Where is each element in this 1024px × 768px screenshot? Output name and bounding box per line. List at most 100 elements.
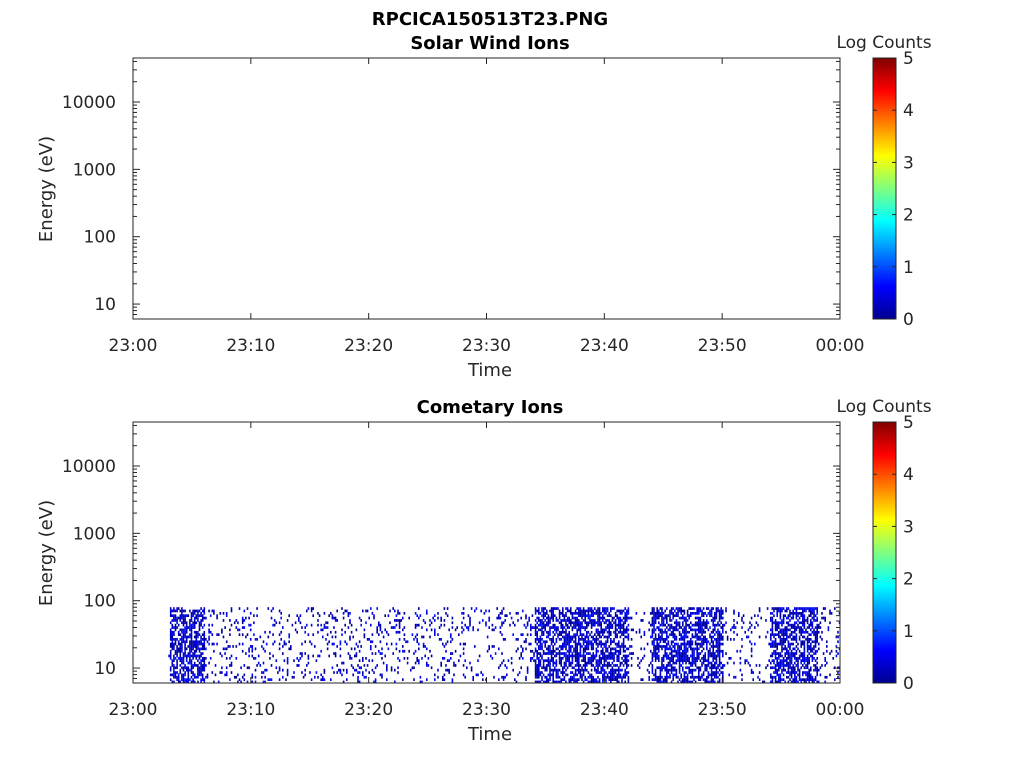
spectrogram-cell	[224, 647, 226, 651]
spectrogram-cell	[670, 609, 673, 613]
spectrogram-cell	[211, 642, 214, 646]
spectrogram-cell	[795, 671, 798, 674]
spectrogram-cell	[672, 659, 674, 662]
spectrogram-cell	[670, 612, 673, 615]
spectrogram-cell	[674, 638, 676, 641]
spectrogram-cell	[672, 633, 674, 636]
spectrogram-cell	[201, 666, 204, 670]
spectrogram-cell	[177, 673, 180, 677]
spectrogram-cell	[664, 614, 666, 617]
spectrogram-cell	[682, 657, 684, 660]
spectrogram-cell	[203, 609, 206, 613]
spectrogram-cell	[169, 635, 172, 639]
spectrogram-cell	[683, 654, 686, 658]
spectrogram-cell	[618, 666, 620, 670]
spectrogram-cell	[181, 673, 183, 677]
spectrogram-cell	[491, 628, 494, 632]
spectrogram-cell	[685, 661, 687, 665]
spectrogram-cell	[530, 657, 532, 660]
spectrogram-cell	[181, 642, 183, 646]
spectrogram-cell	[614, 635, 617, 639]
spectrogram-cell	[323, 623, 326, 627]
spectrogram-cell	[576, 647, 578, 651]
spectrogram-cell	[654, 678, 657, 681]
spectrogram-cell	[597, 675, 599, 679]
spectrogram-cell	[661, 633, 663, 636]
spectrogram-cell	[661, 607, 663, 610]
spectrogram-cell	[717, 642, 719, 646]
spectrogram-cell	[656, 638, 658, 641]
spectrogram-cell	[811, 678, 814, 681]
spectrogram-cell	[582, 614, 585, 617]
spectrogram-cell	[416, 633, 418, 636]
spectrogram-cell	[683, 678, 686, 681]
spectrogram-cell	[349, 638, 351, 641]
spectrogram-cell	[189, 621, 191, 625]
spectrogram-cell	[360, 645, 362, 648]
spectrogram-cell	[216, 614, 218, 617]
spectrogram-cell	[200, 635, 202, 639]
spectrogram-cell	[200, 671, 202, 674]
spectrogram-cell	[666, 619, 668, 622]
x-tick-label: 00:00	[816, 336, 865, 356]
spectrogram-cell	[576, 678, 578, 681]
spectrogram-cell	[802, 616, 804, 620]
spectrogram-cell	[558, 621, 561, 625]
spectrogram-cell	[600, 616, 602, 620]
spectrogram-cell	[197, 633, 199, 636]
spectrogram-cell	[811, 612, 814, 615]
spectrogram-cell	[806, 607, 809, 610]
spectrogram-cell	[758, 671, 761, 674]
spectrogram-cell	[710, 666, 713, 670]
spectrogram-cell	[434, 630, 436, 634]
spectrogram-cell	[690, 612, 692, 615]
spectrogram-cell	[550, 654, 553, 658]
spectrogram-cell	[190, 654, 193, 658]
spectrogram-cell	[701, 645, 703, 648]
spectrogram-cell	[701, 628, 703, 632]
spectrogram-cell	[610, 607, 612, 610]
spectrogram-cell	[690, 621, 692, 625]
spectrogram-cell	[715, 609, 718, 613]
spectrogram-cell	[667, 675, 670, 679]
spectrogram-cell	[576, 628, 578, 632]
spectrogram-cell	[794, 675, 796, 679]
spectrogram-cell	[517, 647, 519, 651]
spectrogram-cell	[592, 609, 594, 613]
spectrogram-cell	[770, 642, 772, 646]
spectrogram-cell	[574, 671, 577, 674]
spectrogram-cell	[712, 628, 714, 632]
spectrogram-cell	[682, 623, 684, 627]
spectrogram-cell	[193, 621, 196, 625]
spectrogram-cell	[816, 633, 818, 636]
spectrogram-cell	[682, 621, 684, 625]
spectrogram-cell	[486, 649, 489, 653]
spectrogram-cell	[795, 664, 798, 667]
spectrogram-cell	[574, 642, 577, 646]
spectrogram-cell	[193, 616, 196, 620]
spectrogram-cell	[594, 680, 596, 684]
spectrogram-cell	[814, 626, 817, 629]
spectrogram-cell	[350, 657, 353, 660]
spectrogram-cell	[539, 652, 542, 655]
spectrogram-cell	[811, 626, 814, 629]
spectrogram-cell	[430, 621, 433, 625]
spectrogram-cell	[661, 666, 663, 670]
spectrogram-cell	[182, 623, 185, 627]
spectrogram-cell	[267, 635, 270, 639]
spectrogram-cell	[794, 668, 796, 672]
spectrogram-cell	[662, 623, 665, 627]
spectrogram-cell	[739, 649, 742, 653]
spectrogram-cell	[717, 666, 719, 670]
spectrogram-cell	[586, 652, 588, 655]
spectrogram-cell	[710, 671, 713, 674]
spectrogram-cell	[771, 616, 774, 620]
spectrogram-cell	[578, 619, 580, 622]
spectrogram-cell	[685, 649, 687, 653]
spectrogram-cell	[784, 638, 786, 641]
spectrogram-cell	[190, 649, 193, 653]
spectrogram-cell	[666, 668, 668, 672]
spectrogram-cell	[219, 652, 222, 655]
spectrogram-cell	[197, 640, 199, 644]
spectrogram-cell	[795, 652, 798, 655]
